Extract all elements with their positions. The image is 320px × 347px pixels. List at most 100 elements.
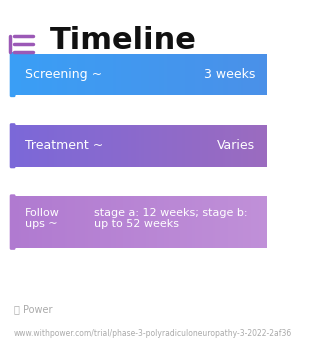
- Bar: [103, 125, 106, 167]
- Bar: [85, 125, 88, 167]
- Bar: [72, 196, 76, 248]
- Text: ⏻ Power: ⏻ Power: [14, 304, 52, 314]
- Bar: [21, 125, 24, 167]
- Bar: [14, 54, 17, 95]
- Bar: [49, 196, 52, 248]
- Bar: [156, 196, 160, 248]
- Bar: [190, 54, 193, 95]
- Bar: [52, 54, 55, 95]
- Bar: [108, 54, 111, 95]
- Bar: [98, 54, 101, 95]
- Bar: [88, 54, 91, 95]
- Bar: [44, 54, 47, 95]
- Bar: [128, 125, 132, 167]
- Bar: [197, 125, 200, 167]
- Bar: [60, 125, 63, 167]
- Bar: [93, 54, 96, 95]
- Bar: [77, 196, 81, 248]
- Bar: [57, 196, 60, 248]
- Bar: [210, 54, 213, 95]
- Bar: [177, 196, 180, 248]
- Bar: [62, 196, 65, 248]
- Bar: [144, 125, 147, 167]
- Bar: [243, 125, 246, 167]
- Bar: [121, 54, 124, 95]
- Bar: [133, 54, 137, 95]
- Bar: [218, 54, 221, 95]
- Bar: [192, 125, 196, 167]
- Bar: [75, 125, 78, 167]
- Bar: [131, 125, 134, 167]
- Bar: [238, 125, 241, 167]
- Bar: [19, 54, 22, 95]
- Bar: [177, 54, 180, 95]
- Bar: [67, 125, 70, 167]
- Bar: [93, 125, 96, 167]
- Bar: [62, 54, 65, 95]
- Bar: [169, 196, 172, 248]
- Bar: [47, 125, 50, 167]
- Bar: [131, 54, 134, 95]
- Bar: [42, 54, 45, 95]
- Bar: [83, 196, 86, 248]
- Bar: [44, 196, 47, 248]
- Bar: [106, 196, 108, 248]
- Bar: [203, 196, 205, 248]
- Bar: [139, 125, 142, 167]
- Bar: [31, 54, 35, 95]
- Bar: [108, 196, 111, 248]
- Bar: [246, 125, 249, 167]
- Bar: [210, 125, 213, 167]
- Bar: [208, 54, 211, 95]
- Bar: [111, 54, 114, 95]
- Bar: [208, 125, 211, 167]
- Bar: [139, 196, 142, 248]
- Bar: [251, 54, 254, 95]
- Bar: [190, 125, 193, 167]
- Bar: [156, 125, 160, 167]
- Bar: [238, 196, 241, 248]
- Bar: [195, 54, 198, 95]
- Bar: [233, 125, 236, 167]
- Bar: [108, 125, 111, 167]
- Bar: [180, 54, 183, 95]
- Bar: [233, 54, 236, 95]
- Bar: [174, 125, 178, 167]
- Bar: [124, 196, 126, 248]
- Bar: [52, 125, 55, 167]
- Bar: [174, 196, 178, 248]
- Bar: [215, 196, 218, 248]
- Bar: [144, 196, 147, 248]
- Bar: [29, 125, 32, 167]
- Bar: [21, 54, 24, 95]
- Bar: [264, 196, 267, 248]
- Bar: [113, 196, 116, 248]
- Text: Varies: Varies: [217, 139, 255, 152]
- Bar: [113, 54, 116, 95]
- Bar: [128, 196, 132, 248]
- Bar: [241, 54, 244, 95]
- Bar: [192, 196, 196, 248]
- Bar: [169, 54, 172, 95]
- Bar: [162, 54, 165, 95]
- Bar: [230, 196, 234, 248]
- Text: Screening ~: Screening ~: [25, 68, 102, 81]
- Bar: [174, 54, 178, 95]
- Bar: [200, 196, 203, 248]
- Bar: [27, 196, 29, 248]
- Bar: [261, 196, 264, 248]
- Bar: [113, 125, 116, 167]
- Bar: [133, 196, 137, 248]
- Bar: [36, 125, 40, 167]
- Bar: [218, 125, 221, 167]
- Bar: [220, 54, 223, 95]
- Bar: [185, 125, 188, 167]
- Bar: [248, 54, 252, 95]
- Bar: [60, 196, 63, 248]
- Bar: [187, 196, 190, 248]
- Bar: [182, 196, 185, 248]
- Bar: [251, 196, 254, 248]
- Bar: [126, 196, 129, 248]
- Bar: [70, 125, 73, 167]
- Bar: [228, 196, 231, 248]
